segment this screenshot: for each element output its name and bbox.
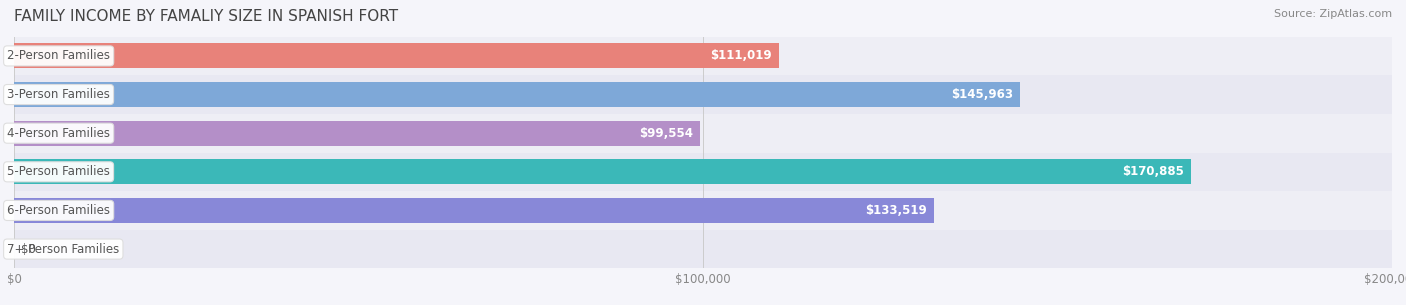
Text: $99,554: $99,554 [640,127,693,140]
Text: 5-Person Families: 5-Person Families [7,165,110,178]
Bar [14,82,1019,107]
Text: $145,963: $145,963 [950,88,1012,101]
Bar [14,114,1392,152]
Bar [14,230,1392,268]
Text: 4-Person Families: 4-Person Families [7,127,110,140]
Bar [14,37,1392,75]
Text: $133,519: $133,519 [865,204,927,217]
Text: $170,885: $170,885 [1122,165,1184,178]
Bar [14,43,779,69]
Text: 7+ Person Families: 7+ Person Families [7,242,120,256]
Bar [14,198,934,223]
Text: 3-Person Families: 3-Person Families [7,88,110,101]
Text: Source: ZipAtlas.com: Source: ZipAtlas.com [1274,9,1392,19]
Text: 6-Person Families: 6-Person Families [7,204,110,217]
Text: $111,019: $111,019 [710,49,772,63]
Bar [14,120,700,146]
Bar [14,159,1191,184]
Bar [14,152,1392,191]
Bar [14,75,1392,114]
Text: $0: $0 [21,242,35,256]
Bar [14,191,1392,230]
Text: FAMILY INCOME BY FAMALIY SIZE IN SPANISH FORT: FAMILY INCOME BY FAMALIY SIZE IN SPANISH… [14,9,398,24]
Text: 2-Person Families: 2-Person Families [7,49,110,63]
